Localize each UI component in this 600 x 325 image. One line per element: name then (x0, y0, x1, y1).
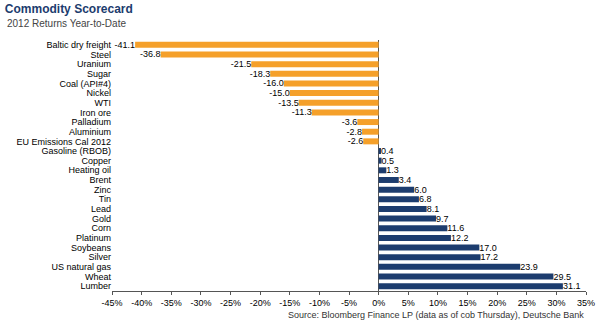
svg-text:Baltic dry freight: Baltic dry freight (46, 40, 111, 50)
svg-text:-10%: -10% (309, 298, 330, 308)
svg-text:Source: Bloomberg Finance LP (: Source: Bloomberg Finance LP (data as of… (288, 310, 584, 320)
svg-text:-20%: -20% (250, 298, 271, 308)
svg-text:Iron ore: Iron ore (80, 108, 111, 118)
svg-text:Gasoline (RBOB): Gasoline (RBOB) (41, 146, 111, 156)
svg-text:12.2: 12.2 (451, 233, 469, 243)
svg-text:0.5: 0.5 (382, 156, 395, 166)
svg-text:25%: 25% (518, 298, 536, 308)
svg-text:9.7: 9.7 (436, 214, 449, 224)
svg-text:US natural gas: US natural gas (51, 262, 111, 272)
svg-text:-18.3: -18.3 (250, 69, 271, 79)
svg-text:-2.8: -2.8 (347, 127, 363, 137)
svg-text:17.0: 17.0 (479, 243, 497, 253)
svg-text:Coal (API#4): Coal (API#4) (59, 79, 111, 89)
svg-text:Copper: Copper (81, 156, 111, 166)
svg-text:-2.6: -2.6 (348, 136, 364, 146)
svg-text:3.4: 3.4 (399, 175, 412, 185)
svg-text:0%: 0% (372, 298, 385, 308)
svg-text:Tin: Tin (99, 194, 111, 204)
svg-text:Palladium: Palladium (71, 117, 111, 127)
svg-text:Lead: Lead (91, 204, 111, 214)
svg-text:-35%: -35% (161, 298, 182, 308)
svg-text:-11.3: -11.3 (292, 107, 312, 117)
svg-text:Zinc: Zinc (94, 185, 112, 195)
svg-text:0.4: 0.4 (381, 146, 394, 156)
svg-text:WTI: WTI (95, 98, 112, 108)
svg-text:17.2: 17.2 (481, 252, 499, 262)
svg-text:Nickel: Nickel (86, 88, 111, 98)
svg-text:Corn: Corn (91, 223, 111, 233)
svg-text:Brent: Brent (89, 175, 111, 185)
svg-text:Wheat: Wheat (85, 272, 112, 282)
svg-text:-16.0: -16.0 (263, 78, 284, 88)
svg-text:Silver: Silver (88, 252, 111, 262)
svg-text:30%: 30% (547, 298, 565, 308)
svg-text:Soybeans: Soybeans (71, 243, 112, 253)
svg-text:Heating oil: Heating oil (68, 165, 111, 175)
svg-text:Uranium: Uranium (77, 59, 111, 69)
svg-text:-3.6: -3.6 (342, 117, 358, 127)
svg-text:-5%: -5% (341, 298, 357, 308)
svg-text:EU Emissions Cal 2012: EU Emissions Cal 2012 (16, 137, 111, 147)
svg-text:-41.1: -41.1 (115, 40, 136, 50)
svg-text:11.6: 11.6 (447, 223, 464, 233)
svg-text:1.3: 1.3 (386, 165, 399, 175)
svg-text:-40%: -40% (131, 298, 152, 308)
svg-text:Steel: Steel (90, 50, 111, 60)
svg-text:31.1: 31.1 (563, 281, 581, 291)
svg-text:6.8: 6.8 (419, 194, 432, 204)
svg-text:8.1: 8.1 (427, 204, 440, 214)
svg-text:Lumber: Lumber (80, 281, 111, 291)
svg-text:20%: 20% (488, 298, 506, 308)
svg-text:-36.8: -36.8 (140, 49, 161, 59)
svg-text:Commodity Scorecard: Commodity Scorecard (5, 2, 133, 16)
svg-text:-25%: -25% (220, 298, 241, 308)
svg-text:-30%: -30% (190, 298, 211, 308)
svg-text:-45%: -45% (101, 298, 122, 308)
svg-text:23.9: 23.9 (520, 262, 538, 272)
svg-text:35%: 35% (577, 298, 595, 308)
svg-text:6.0: 6.0 (414, 185, 427, 195)
svg-text:10%: 10% (429, 298, 447, 308)
svg-text:15%: 15% (458, 298, 476, 308)
svg-text:-13.5: -13.5 (278, 98, 299, 108)
svg-text:Gold: Gold (92, 214, 111, 224)
svg-text:Sugar: Sugar (87, 69, 111, 79)
svg-text:-15%: -15% (279, 298, 300, 308)
svg-text:29.5: 29.5 (553, 272, 571, 282)
svg-text:5%: 5% (402, 298, 415, 308)
svg-text:-21.5: -21.5 (231, 59, 252, 69)
svg-text:2012 Returns Year-to-Date: 2012 Returns Year-to-Date (7, 18, 126, 29)
svg-text:Aluminium: Aluminium (69, 127, 111, 137)
svg-text:-15.0: -15.0 (269, 88, 290, 98)
svg-text:Platinum: Platinum (76, 233, 111, 243)
